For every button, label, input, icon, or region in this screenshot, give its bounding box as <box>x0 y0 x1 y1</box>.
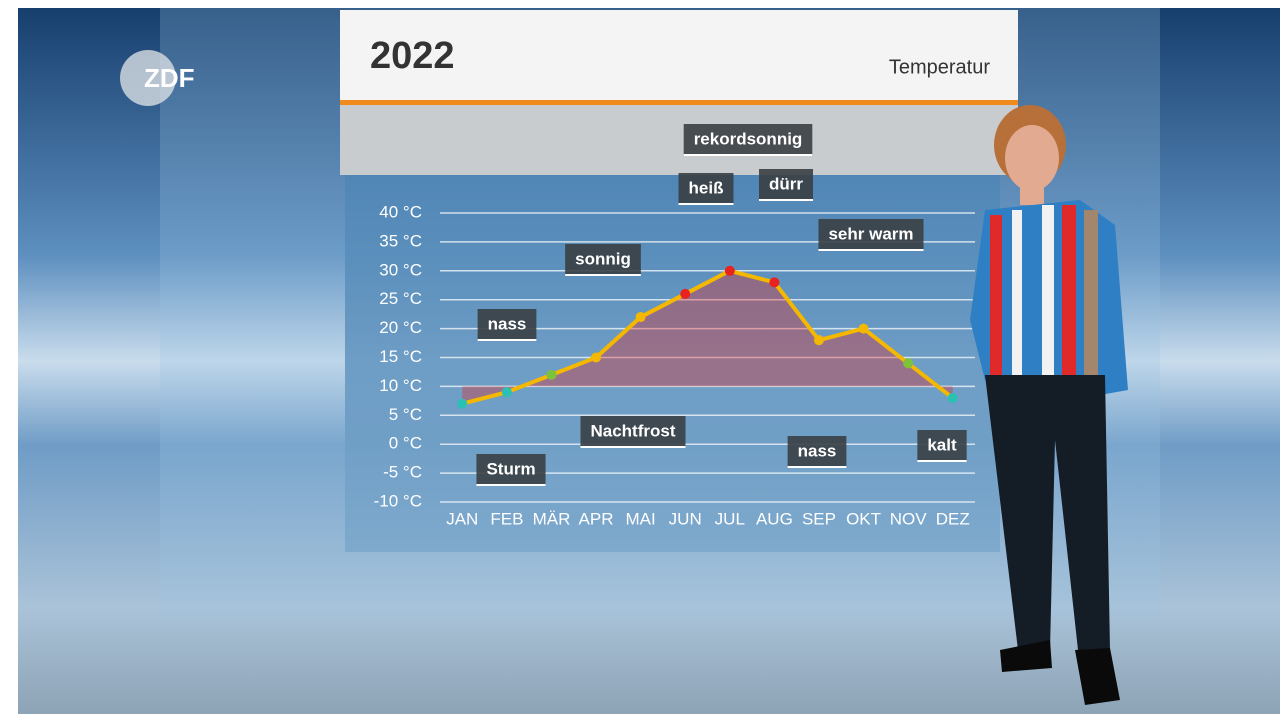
annotation: nass <box>477 309 537 341</box>
annotation-underline <box>787 466 847 468</box>
y-tick-label: 30 °C <box>379 260 422 279</box>
annotation-label: rekordsonnig <box>694 129 803 148</box>
annotation-underline <box>683 154 813 156</box>
temperature-point <box>635 312 646 323</box>
temperature-point <box>858 323 869 334</box>
x-tick-label: AUG <box>756 509 793 528</box>
temperature-point <box>546 369 557 380</box>
annotation: Sturm <box>476 454 546 486</box>
temperature-point <box>680 288 691 299</box>
x-tick-label: MÄR <box>533 509 571 528</box>
y-tick-label: -5 °C <box>383 463 422 482</box>
annotation-box <box>476 454 546 486</box>
annotation-underline <box>759 199 813 201</box>
x-tick-label: APR <box>579 509 614 528</box>
annotation: Nachtfrost <box>580 416 686 448</box>
annotation-underline <box>476 484 546 486</box>
annotation-underline <box>917 460 967 462</box>
y-tick-label: 5 °C <box>389 405 422 424</box>
annotation: nass <box>787 436 847 468</box>
temperature-point <box>724 265 735 276</box>
y-tick-label: 0 °C <box>389 434 422 453</box>
annotation: kalt <box>917 430 967 462</box>
annotation-label: heiß <box>689 178 724 197</box>
x-tick-label: NOV <box>890 509 928 528</box>
chart-title: 2022 <box>370 35 455 77</box>
x-tick-label: SEP <box>802 509 836 528</box>
chart-subtitle: Temperatur <box>889 56 990 78</box>
logo-badge <box>120 50 176 106</box>
x-tick-label: JUL <box>715 509 745 528</box>
annotation-box <box>683 124 813 156</box>
x-tick-label: JUN <box>669 509 702 528</box>
annotation-box <box>787 436 847 468</box>
y-tick-label: 25 °C <box>379 289 422 308</box>
annotation-box <box>477 309 537 341</box>
temperature-line <box>461 268 954 406</box>
x-tick-label: MAI <box>626 509 656 528</box>
annotation-label: sonnig <box>575 249 631 268</box>
header-rule <box>340 100 1018 105</box>
temperature-point <box>813 335 824 346</box>
annotation: rekordsonnig <box>683 124 813 156</box>
annotation: sonnig <box>565 244 641 276</box>
y-tick-label: 10 °C <box>379 376 422 395</box>
y-tick-label: 35 °C <box>379 231 422 250</box>
annotation: heiß <box>678 173 734 205</box>
annotation-label: Sturm <box>486 459 535 478</box>
temperature-area <box>462 270 953 404</box>
temperature-point <box>501 387 512 398</box>
annotation-box <box>917 430 967 462</box>
annotation-label: nass <box>798 441 837 460</box>
annotation: dürr <box>759 169 813 201</box>
x-tick-label: FEB <box>490 509 523 528</box>
presenter <box>970 105 1128 705</box>
header <box>340 10 1018 105</box>
annotation-underline <box>565 274 641 276</box>
x-tick-label: OKT <box>846 509 881 528</box>
y-tick-label: -10 °C <box>374 491 422 510</box>
annotation-underline <box>477 339 537 341</box>
y-tick-label: 20 °C <box>379 318 422 337</box>
temperature-point <box>457 398 468 409</box>
annotation-box <box>580 416 686 448</box>
temperature-point <box>769 277 780 288</box>
annotation-label: kalt <box>927 435 957 454</box>
annotation-label: dürr <box>769 174 803 193</box>
annotation-underline <box>678 203 734 205</box>
x-tick-label: JAN <box>446 509 478 528</box>
annotation-box <box>678 173 734 205</box>
label-band <box>340 105 1018 175</box>
annotation-underline <box>818 249 924 251</box>
annotation-box <box>818 219 924 251</box>
annotation-box <box>565 244 641 276</box>
x-tick-label: DEZ <box>936 509 970 528</box>
annotation: sehr warm <box>818 219 924 251</box>
y-tick-label: 40 °C <box>379 202 422 221</box>
y-tick-label: 15 °C <box>379 347 422 366</box>
temperature-point <box>591 352 602 363</box>
annotation-underline <box>580 446 686 448</box>
logo: ZDF <box>144 63 195 93</box>
annotation-label: nass <box>488 314 527 333</box>
temperature-point <box>903 358 914 369</box>
temperature-point <box>947 392 958 403</box>
annotation-label: sehr warm <box>828 224 913 243</box>
annotation-box <box>759 169 813 201</box>
annotation-label: Nachtfrost <box>590 421 675 440</box>
